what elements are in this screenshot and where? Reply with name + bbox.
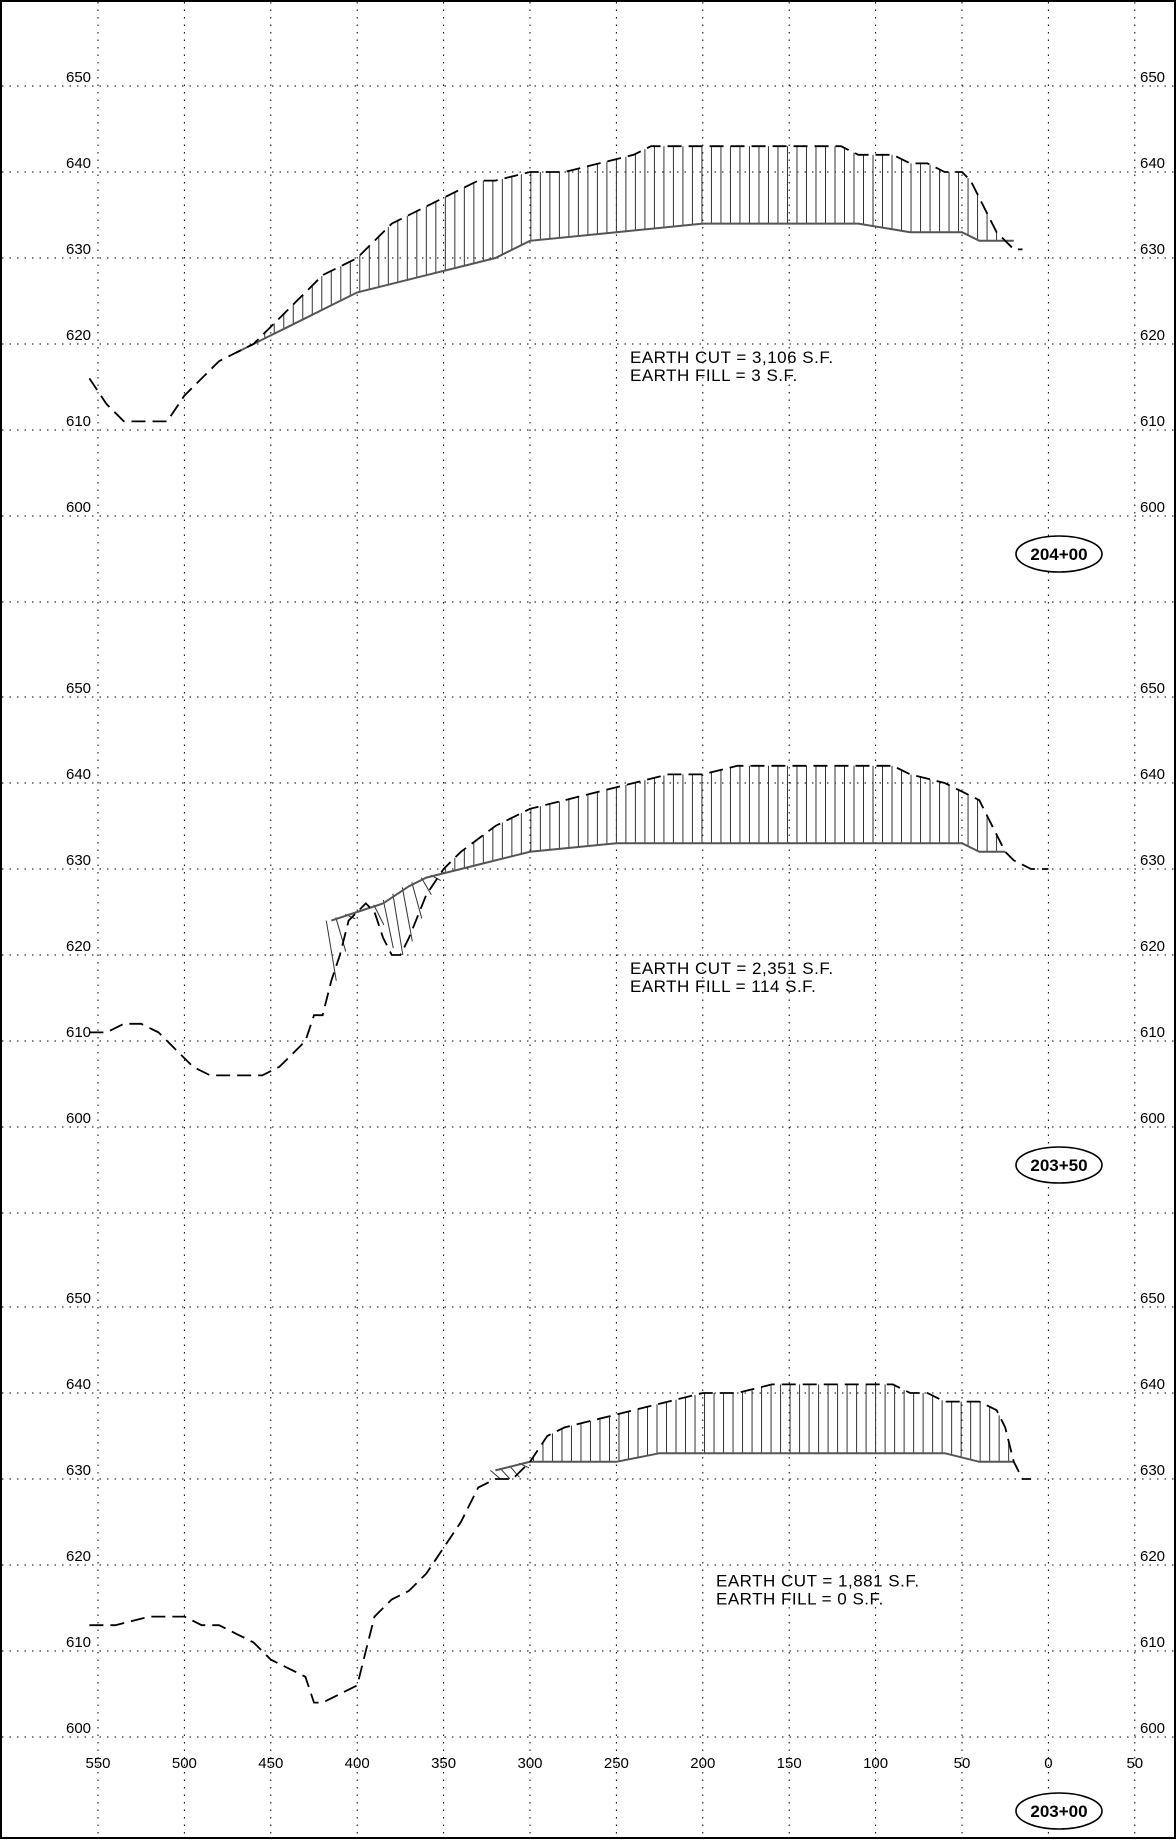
elevation-label-left: 650 [66, 680, 91, 697]
fill-hatch-line [382, 899, 394, 949]
elevation-label-left: 610 [66, 1024, 91, 1041]
existing-ground-line [88, 145, 1023, 423]
offset-tick-label: 200 [690, 1755, 715, 1772]
cut-fill-hatching [254, 146, 998, 344]
elevation-label-left: 610 [66, 413, 91, 430]
fill-hatch-line [420, 877, 432, 896]
elevation-label-left: 650 [66, 69, 91, 86]
elevation-label-right: 620 [1140, 1548, 1165, 1565]
elevation-label-left: 620 [66, 1548, 91, 1565]
cross-section-panel: 650 650 640 640 630 630 620 620 610 610 600 600 EART… [2, 680, 1174, 1214]
cross-section-panel: 650 650 640 640 630 630 620 620 610 610 600 600 EART… [2, 1290, 1174, 1830]
offset-tick-label: 350 [431, 1755, 456, 1772]
offset-tick-label: 300 [517, 1755, 542, 1772]
elevation-label-right: 640 [1140, 766, 1165, 783]
station-label: 204+00 [1030, 545, 1087, 564]
elevation-label-left: 620 [66, 327, 91, 344]
elevation-label-right: 600 [1140, 1110, 1165, 1127]
proposed-grade-line [330, 842, 1006, 922]
offset-tick-label: 450 [258, 1755, 283, 1772]
offset-tick-label: 100 [863, 1755, 888, 1772]
fill-hatch-line [411, 882, 423, 919]
fill-hatch-line [325, 920, 337, 981]
elevation-label-left: 640 [66, 155, 91, 172]
elevation-label-right: 650 [1140, 1290, 1165, 1307]
fill-hatch-line [490, 1470, 501, 1480]
elevation-label-left: 600 [66, 1720, 91, 1737]
elevation-label-right: 610 [1140, 413, 1165, 430]
station-label: 203+00 [1030, 1802, 1087, 1821]
elevation-label-left: 630 [66, 241, 91, 258]
earth-cut-note: EARTH CUT = 3,106 S.F. [630, 348, 834, 367]
elevation-label-left: 620 [66, 938, 91, 955]
elevation-label-left: 600 [66, 1110, 91, 1127]
fill-hatch-line [373, 904, 385, 926]
elevation-label-right: 650 [1140, 69, 1165, 86]
elevation-label-right: 630 [1140, 1462, 1165, 1479]
station-ellipse [1015, 535, 1103, 573]
elevation-label-right: 640 [1140, 155, 1165, 172]
station-ellipse [1015, 1792, 1103, 1830]
proposed-grade-line [495, 1452, 1014, 1472]
offset-tick-label: 0 [1044, 1755, 1052, 1772]
existing-ground-line [89, 764, 1049, 1077]
offset-tick-label: 150 [777, 1755, 802, 1772]
station-ellipse [1015, 1146, 1103, 1184]
elevation-label-right: 600 [1140, 499, 1165, 516]
elevation-label-left: 630 [66, 1462, 91, 1479]
elevation-label-right: 610 [1140, 1024, 1165, 1041]
existing-ground-line [89, 1383, 1032, 1704]
station-label: 203+50 [1030, 1156, 1087, 1175]
elevation-label-left: 650 [66, 1290, 91, 1307]
earth-cut-note: EARTH CUT = 2,351 S.F. [630, 959, 834, 978]
elevation-label-left: 610 [66, 1634, 91, 1651]
earth-fill-note: EARTH FILL = 3 S.F. [630, 366, 798, 385]
elevation-label-left: 640 [66, 1376, 91, 1393]
section-panels: 650 650 640 640 630 630 620 620 610 610 600 600 EART… [2, 69, 1174, 1830]
offset-tick-label: 400 [345, 1755, 370, 1772]
elevation-label-right: 630 [1140, 852, 1165, 869]
offset-tick-label: 50 [1126, 1755, 1143, 1772]
offset-axis-labels: 550 500 450 400 350 300 250 200 150 100 50 0 50 [85, 1755, 1143, 1772]
elevation-label-right: 620 [1140, 327, 1165, 344]
elevation-label-right: 600 [1140, 1720, 1165, 1737]
fill-hatch-line [392, 893, 404, 956]
offset-tick-label: 500 [172, 1755, 197, 1772]
fill-hatch-line [509, 1465, 520, 1478]
elevation-label-right: 640 [1140, 1376, 1165, 1393]
fill-hatch-line [401, 887, 413, 942]
proposed-grade-line [235, 222, 1014, 354]
elevation-label-left: 600 [66, 499, 91, 516]
elevation-label-right: 610 [1140, 1634, 1165, 1651]
elevation-label-right: 630 [1140, 241, 1165, 258]
elevation-label-right: 650 [1140, 680, 1165, 697]
cut-fill-hatching [325, 765, 998, 981]
elevation-label-right: 620 [1140, 938, 1165, 955]
fill-hatch-line [335, 917, 347, 952]
offset-tick-label: 550 [85, 1755, 110, 1772]
offset-tick-label: 250 [604, 1755, 629, 1772]
earth-fill-note: EARTH FILL = 114 S.F. [630, 977, 816, 996]
offset-tick-label: 50 [954, 1755, 971, 1772]
elevation-label-left: 640 [66, 766, 91, 783]
earth-fill-note: EARTH FILL = 0 S.F. [716, 1590, 884, 1609]
cross-section-panel: 650 650 640 640 630 630 620 620 610 610 600 600 EART… [2, 69, 1174, 603]
elevation-label-left: 630 [66, 852, 91, 869]
earth-cut-note: EARTH CUT = 1,881 S.F. [716, 1572, 920, 1591]
